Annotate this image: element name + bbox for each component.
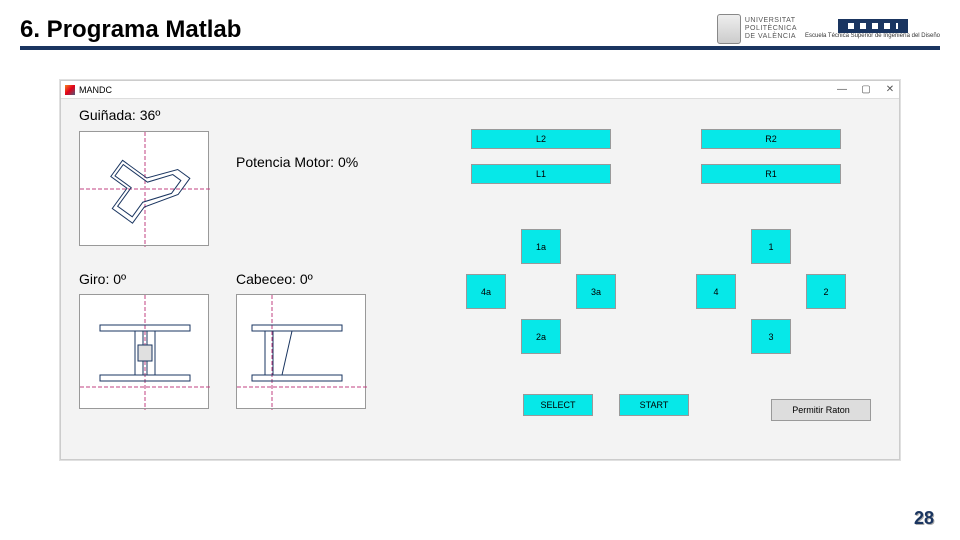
pad-4a-button[interactable]: 4a — [466, 274, 506, 309]
pad-1a-button[interactable]: 1a — [521, 229, 561, 264]
page-number: 28 28 — [915, 509, 935, 530]
pad-1a-label: 1a — [536, 242, 546, 252]
select-label: SELECT — [540, 400, 575, 410]
etsid-logo: Escuela Técnica Superior de Ingeniería d… — [805, 19, 940, 39]
maximize-icon[interactable]: ▢ — [861, 84, 871, 95]
allow-mouse-label: Permitir Raton — [792, 405, 850, 415]
upv-text: UNIVERSITAT POLITÈCNICA DE VALÈNCIA — [745, 17, 797, 40]
r2-label: R2 — [765, 134, 777, 144]
l1-button[interactable]: L1 — [471, 164, 611, 184]
app-body: Guiñada: 36º Potencia Motor: 0% Giro: 0º — [61, 99, 899, 459]
pad-3a-button[interactable]: 3a — [576, 274, 616, 309]
pad-4-button[interactable]: 4 — [696, 274, 736, 309]
pad-1-label: 1 — [768, 242, 773, 252]
l1-label: L1 — [536, 169, 546, 179]
matlab-icon — [65, 85, 75, 95]
upv-line2: POLITÈCNICA — [745, 25, 797, 33]
etsid-icon — [838, 19, 908, 33]
upv-line3: DE VALÈNCIA — [745, 33, 797, 41]
pad-3-label: 3 — [768, 332, 773, 342]
power-value: 0% — [338, 154, 358, 170]
yaw-label-text: Guiñada: — [79, 107, 136, 123]
power-label: Potencia Motor: 0% — [236, 154, 358, 170]
pad-1-button[interactable]: 1 — [751, 229, 791, 264]
close-icon[interactable]: ✕ — [885, 84, 895, 95]
pad-3-button[interactable]: 3 — [751, 319, 791, 354]
select-button[interactable]: SELECT — [523, 394, 593, 416]
pad-2a-button[interactable]: 2a — [521, 319, 561, 354]
matlab-window: MANDC — ▢ ✕ Guiñada: 36º Pote — [60, 80, 900, 460]
roll-label: Giro: 0º — [79, 271, 126, 287]
r1-label: R1 — [765, 169, 777, 179]
upv-seal-icon — [717, 14, 741, 44]
r2-button[interactable]: R2 — [701, 129, 841, 149]
upv-line1: UNIVERSITAT — [745, 17, 797, 25]
titlebar: MANDC — ▢ ✕ — [61, 81, 899, 99]
minimize-icon[interactable]: — — [837, 84, 847, 95]
upv-logo: UNIVERSITAT POLITÈCNICA DE VALÈNCIA — [717, 14, 797, 44]
pad-2-label: 2 — [823, 287, 828, 297]
logo-group: UNIVERSITAT POLITÈCNICA DE VALÈNCIA Escu… — [717, 14, 940, 44]
slide-title: 6. Programa Matlab — [20, 16, 241, 44]
pad-4a-label: 4a — [481, 287, 491, 297]
window-title: MANDC — [79, 85, 112, 95]
l2-button[interactable]: L2 — [471, 129, 611, 149]
roll-value: 0º — [113, 271, 126, 287]
roll-label-text: Giro: — [79, 271, 109, 287]
start-label: START — [640, 400, 669, 410]
etsid-text: Escuela Técnica Superior de Ingeniería d… — [805, 33, 940, 39]
yaw-label: Guiñada: 36º — [79, 107, 160, 123]
power-label-text: Potencia Motor: — [236, 154, 334, 170]
pitch-label-text: Cabeceo: — [236, 271, 296, 287]
pad-2a-label: 2a — [536, 332, 546, 342]
pad-4-label: 4 — [713, 287, 718, 297]
pitch-value: 0º — [300, 271, 313, 287]
r1-button[interactable]: R1 — [701, 164, 841, 184]
page-number-front: 28 — [914, 508, 934, 529]
pad-2-button[interactable]: 2 — [806, 274, 846, 309]
yaw-graph — [79, 131, 209, 246]
start-button[interactable]: START — [619, 394, 689, 416]
roll-graph — [79, 294, 209, 409]
slide-header: 6. Programa Matlab UNIVERSITAT POLITÈCNI… — [20, 10, 940, 50]
l2-label: L2 — [536, 134, 546, 144]
pitch-graph — [236, 294, 366, 409]
allow-mouse-button[interactable]: Permitir Raton — [771, 399, 871, 421]
yaw-value: 36º — [140, 107, 161, 123]
window-controls: — ▢ ✕ — [837, 84, 895, 95]
pitch-label: Cabeceo: 0º — [236, 271, 313, 287]
pad-3a-label: 3a — [591, 287, 601, 297]
